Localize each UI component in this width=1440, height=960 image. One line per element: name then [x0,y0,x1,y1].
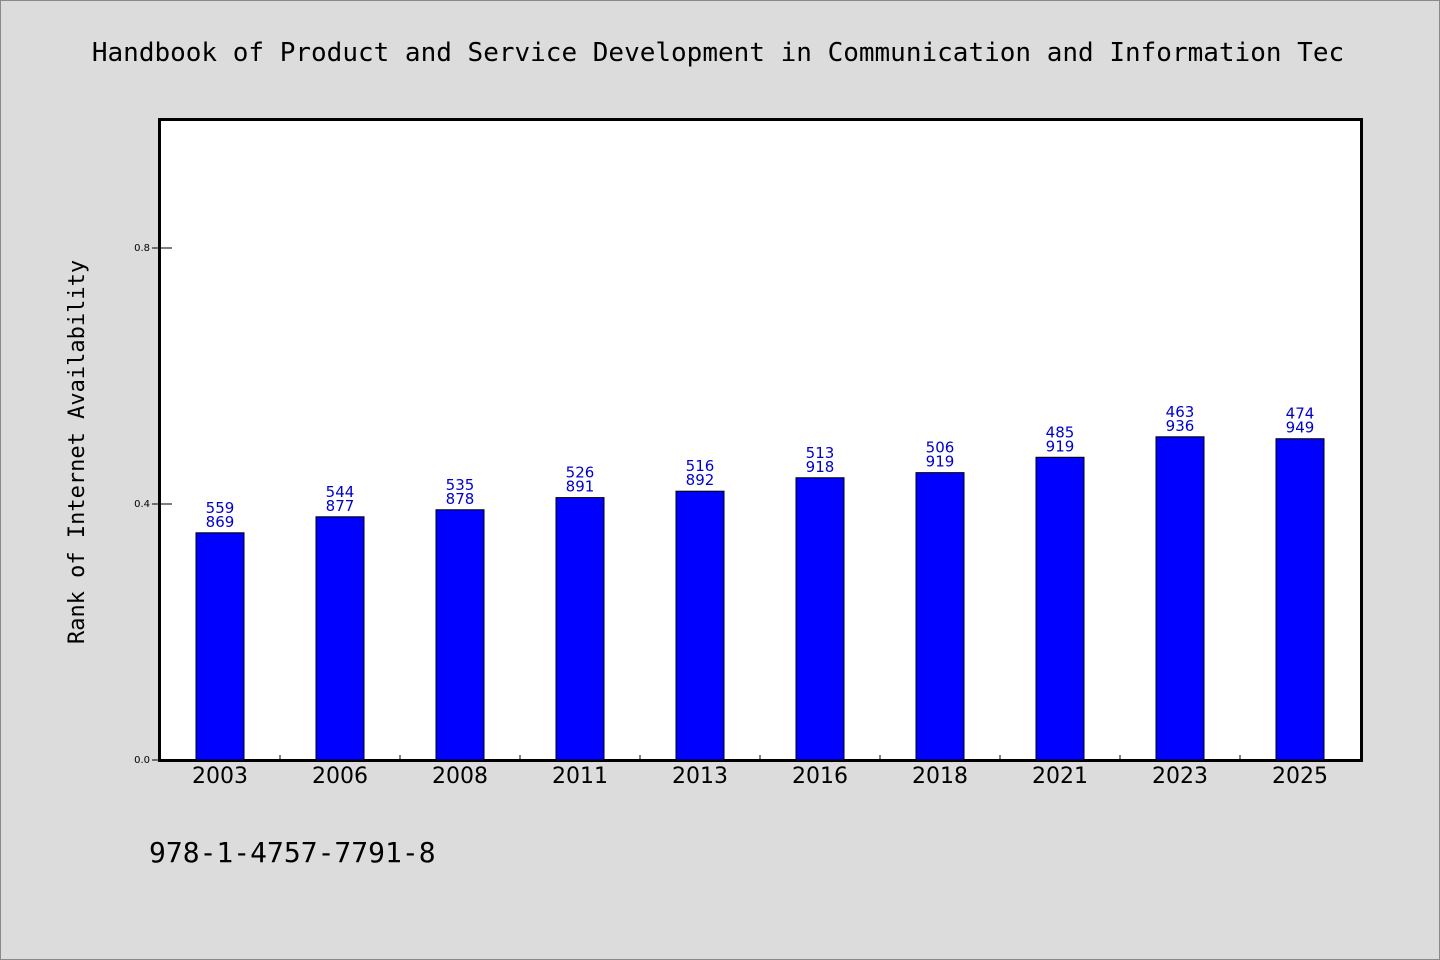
bar-2006 [315,516,365,761]
bar-2013 [675,490,725,761]
data-label-top-2006: 544 [326,483,355,501]
x-tick-label-2016: 2016 [792,764,848,789]
x-tick-label-2021: 2021 [1032,764,1088,789]
y-axis-label: Rank of Internet Availability [65,260,90,644]
x-tick-label-2011: 2011 [552,764,608,789]
bar-2003 [195,532,245,761]
y-tick-label-0.4: 0.4 [134,499,150,510]
bars-layer [195,436,1325,761]
x-tick-label-2008: 2008 [432,764,488,789]
data-label-top-2025: 474 [1286,405,1315,423]
x-tick-label-2025: 2025 [1272,764,1328,789]
bar-2016 [795,477,845,761]
data-label-bottom-2021: 919 [1046,437,1075,455]
y-tick-label-0.0: 0.0 [134,755,150,766]
data-label-top-2008: 535 [446,476,475,494]
data-label-bottom-2023: 936 [1166,417,1195,435]
data-label-bottom-2018: 919 [926,453,955,471]
data-label-bottom-2006: 877 [326,497,355,515]
x-tick-label-2006: 2006 [312,764,368,789]
data-label-top-2011: 526 [566,464,595,482]
data-label-bottom-2025: 949 [1286,419,1315,437]
bar-2011 [555,497,605,761]
y-tick-label-0.8: 0.8 [134,243,150,254]
x-tick-label-2013: 2013 [672,764,728,789]
data-label-top-2021: 485 [1046,423,1075,441]
data-label-top-2003: 559 [206,499,235,517]
chart-title: Handbook of Product and Service Developm… [92,38,1344,68]
x-tick-label-2003: 2003 [192,764,248,789]
data-label-bottom-2016: 918 [806,458,835,476]
data-label-bottom-2013: 892 [686,471,715,489]
bar-2023 [1155,436,1205,761]
data-label-top-2013: 516 [686,457,715,475]
x-axis-ticks: 2003 2006 2008 2011 2013 2016 2018 2021 2023 2025 [192,755,1328,789]
isbn-text: 978-1-4757-7791-8 [149,836,436,869]
data-label-bottom-2008: 878 [446,490,475,508]
data-label-top-2016: 513 [806,444,835,462]
bar-2018 [915,472,965,761]
bar-2021 [1035,456,1085,761]
data-label-top-2023: 463 [1166,403,1195,421]
x-tick-label-2023: 2023 [1152,764,1208,789]
data-label-bottom-2011: 891 [566,478,595,496]
bar-2025 [1275,438,1325,761]
x-tick-label-2018: 2018 [912,764,968,789]
data-labels: 5598695448775358785268915168925139185069… [206,403,1315,531]
bar-2008 [435,509,485,761]
data-label-top-2018: 506 [926,439,955,457]
y-axis-ticks: 0.0 0.4 0.8 [134,243,172,766]
data-label-bottom-2003: 869 [206,513,235,531]
